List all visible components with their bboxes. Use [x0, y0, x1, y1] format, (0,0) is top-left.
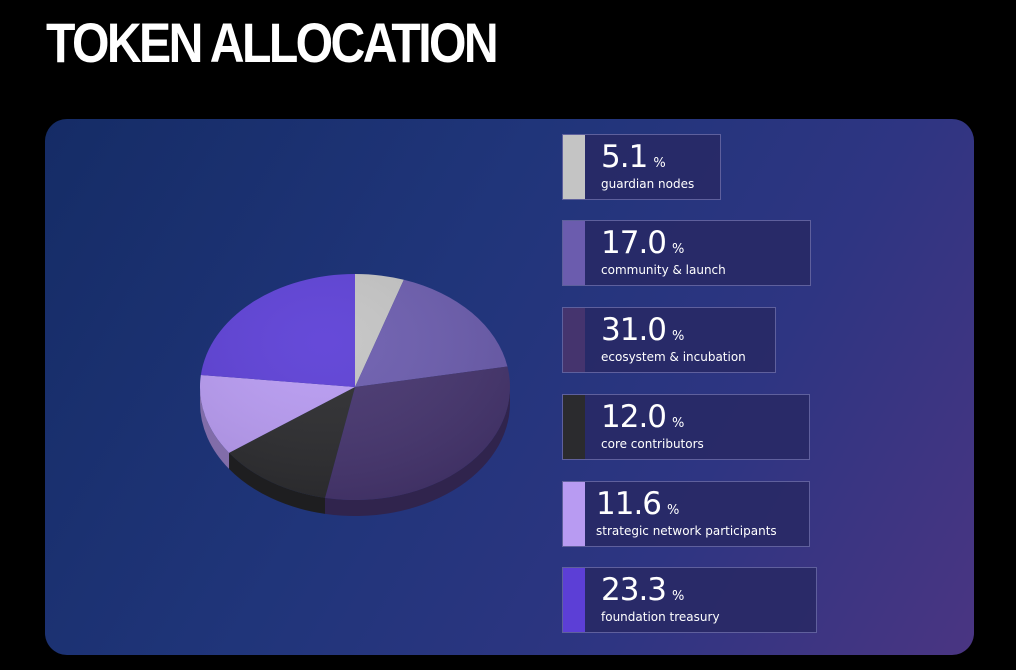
legend-label: strategic network participants [596, 524, 777, 538]
legend-value-row: 17.0% [601, 225, 684, 261]
legend-value-row: 31.0% [601, 312, 684, 348]
legend-swatch [563, 568, 585, 632]
legend-item-core-contributors: 12.0% core contributors [562, 394, 810, 460]
page-title: TOKEN ALLOCATION [46, 11, 499, 74]
legend-value: 5.1 [601, 139, 648, 175]
pie-slice-foundation-treasury [200, 274, 355, 387]
pie-slice-side-ecosystem-and-incubation [324, 387, 510, 516]
legend-item-foundation-treasury: 23.3% foundation treasury [562, 567, 817, 633]
legend-swatch [563, 135, 585, 199]
legend-swatch [563, 308, 585, 372]
legend-label: community & launch [601, 263, 726, 277]
legend-unit: % [672, 589, 685, 604]
legend-label: guardian nodes [601, 177, 695, 191]
legend-label: core contributors [601, 437, 704, 451]
chart-panel: 5.1% guardian nodes 17.0% community & launc… [45, 119, 974, 655]
legend-label: ecosystem & incubation [601, 350, 746, 364]
legend-value: 11.6 [596, 486, 662, 522]
legend-item-guardian-nodes: 5.1% guardian nodes [562, 134, 721, 200]
legend-item-community-and-launch: 17.0% community & launch [562, 220, 811, 286]
legend-value: 31.0 [601, 312, 667, 348]
legend-unit: % [672, 416, 685, 431]
legend-value-row: 11.6% [596, 486, 679, 522]
legend-value: 12.0 [601, 399, 667, 435]
legend-swatch [563, 221, 585, 285]
legend-item-strategic-network-participants: 11.6% strategic network participants [562, 481, 810, 547]
legend-value: 17.0 [601, 225, 667, 261]
legend-value: 23.3 [601, 572, 667, 608]
legend-unit: % [672, 242, 685, 257]
legend-unit: % [653, 156, 666, 171]
legend-value-row: 12.0% [601, 399, 684, 435]
legend-item-ecosystem-and-incubation: 31.0% ecosystem & incubation [562, 307, 776, 373]
legend-unit: % [667, 503, 680, 518]
legend-unit: % [672, 329, 685, 344]
legend-swatch [563, 395, 585, 459]
legend-value-row: 23.3% [601, 572, 684, 608]
legend-swatch [563, 482, 585, 546]
legend-label: foundation treasury [601, 610, 720, 624]
legend-value-row: 5.1% [601, 139, 666, 175]
pie-chart [200, 274, 510, 516]
